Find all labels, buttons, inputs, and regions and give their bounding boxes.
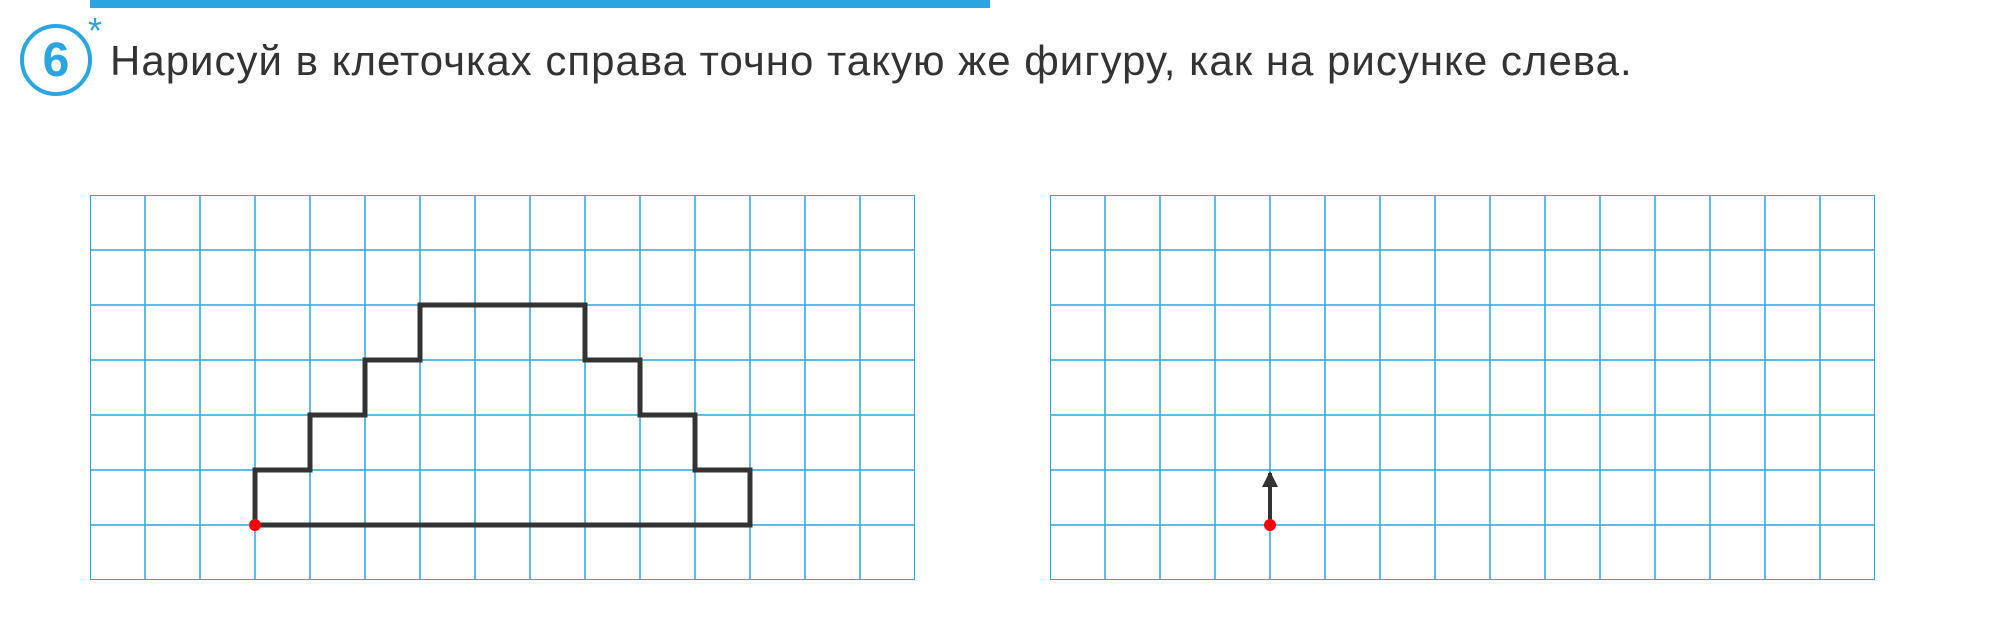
task-instruction: Нарисуй в клеточках справа точно такую ж… [110,32,1962,91]
grids-container [90,195,1962,580]
star-icon: * [88,10,102,52]
left-grid [90,195,915,580]
top-border-decoration [90,0,990,8]
task-number-circle: 6 [20,24,92,96]
task-number: 6 [43,33,70,88]
right-grid [1050,195,1875,580]
